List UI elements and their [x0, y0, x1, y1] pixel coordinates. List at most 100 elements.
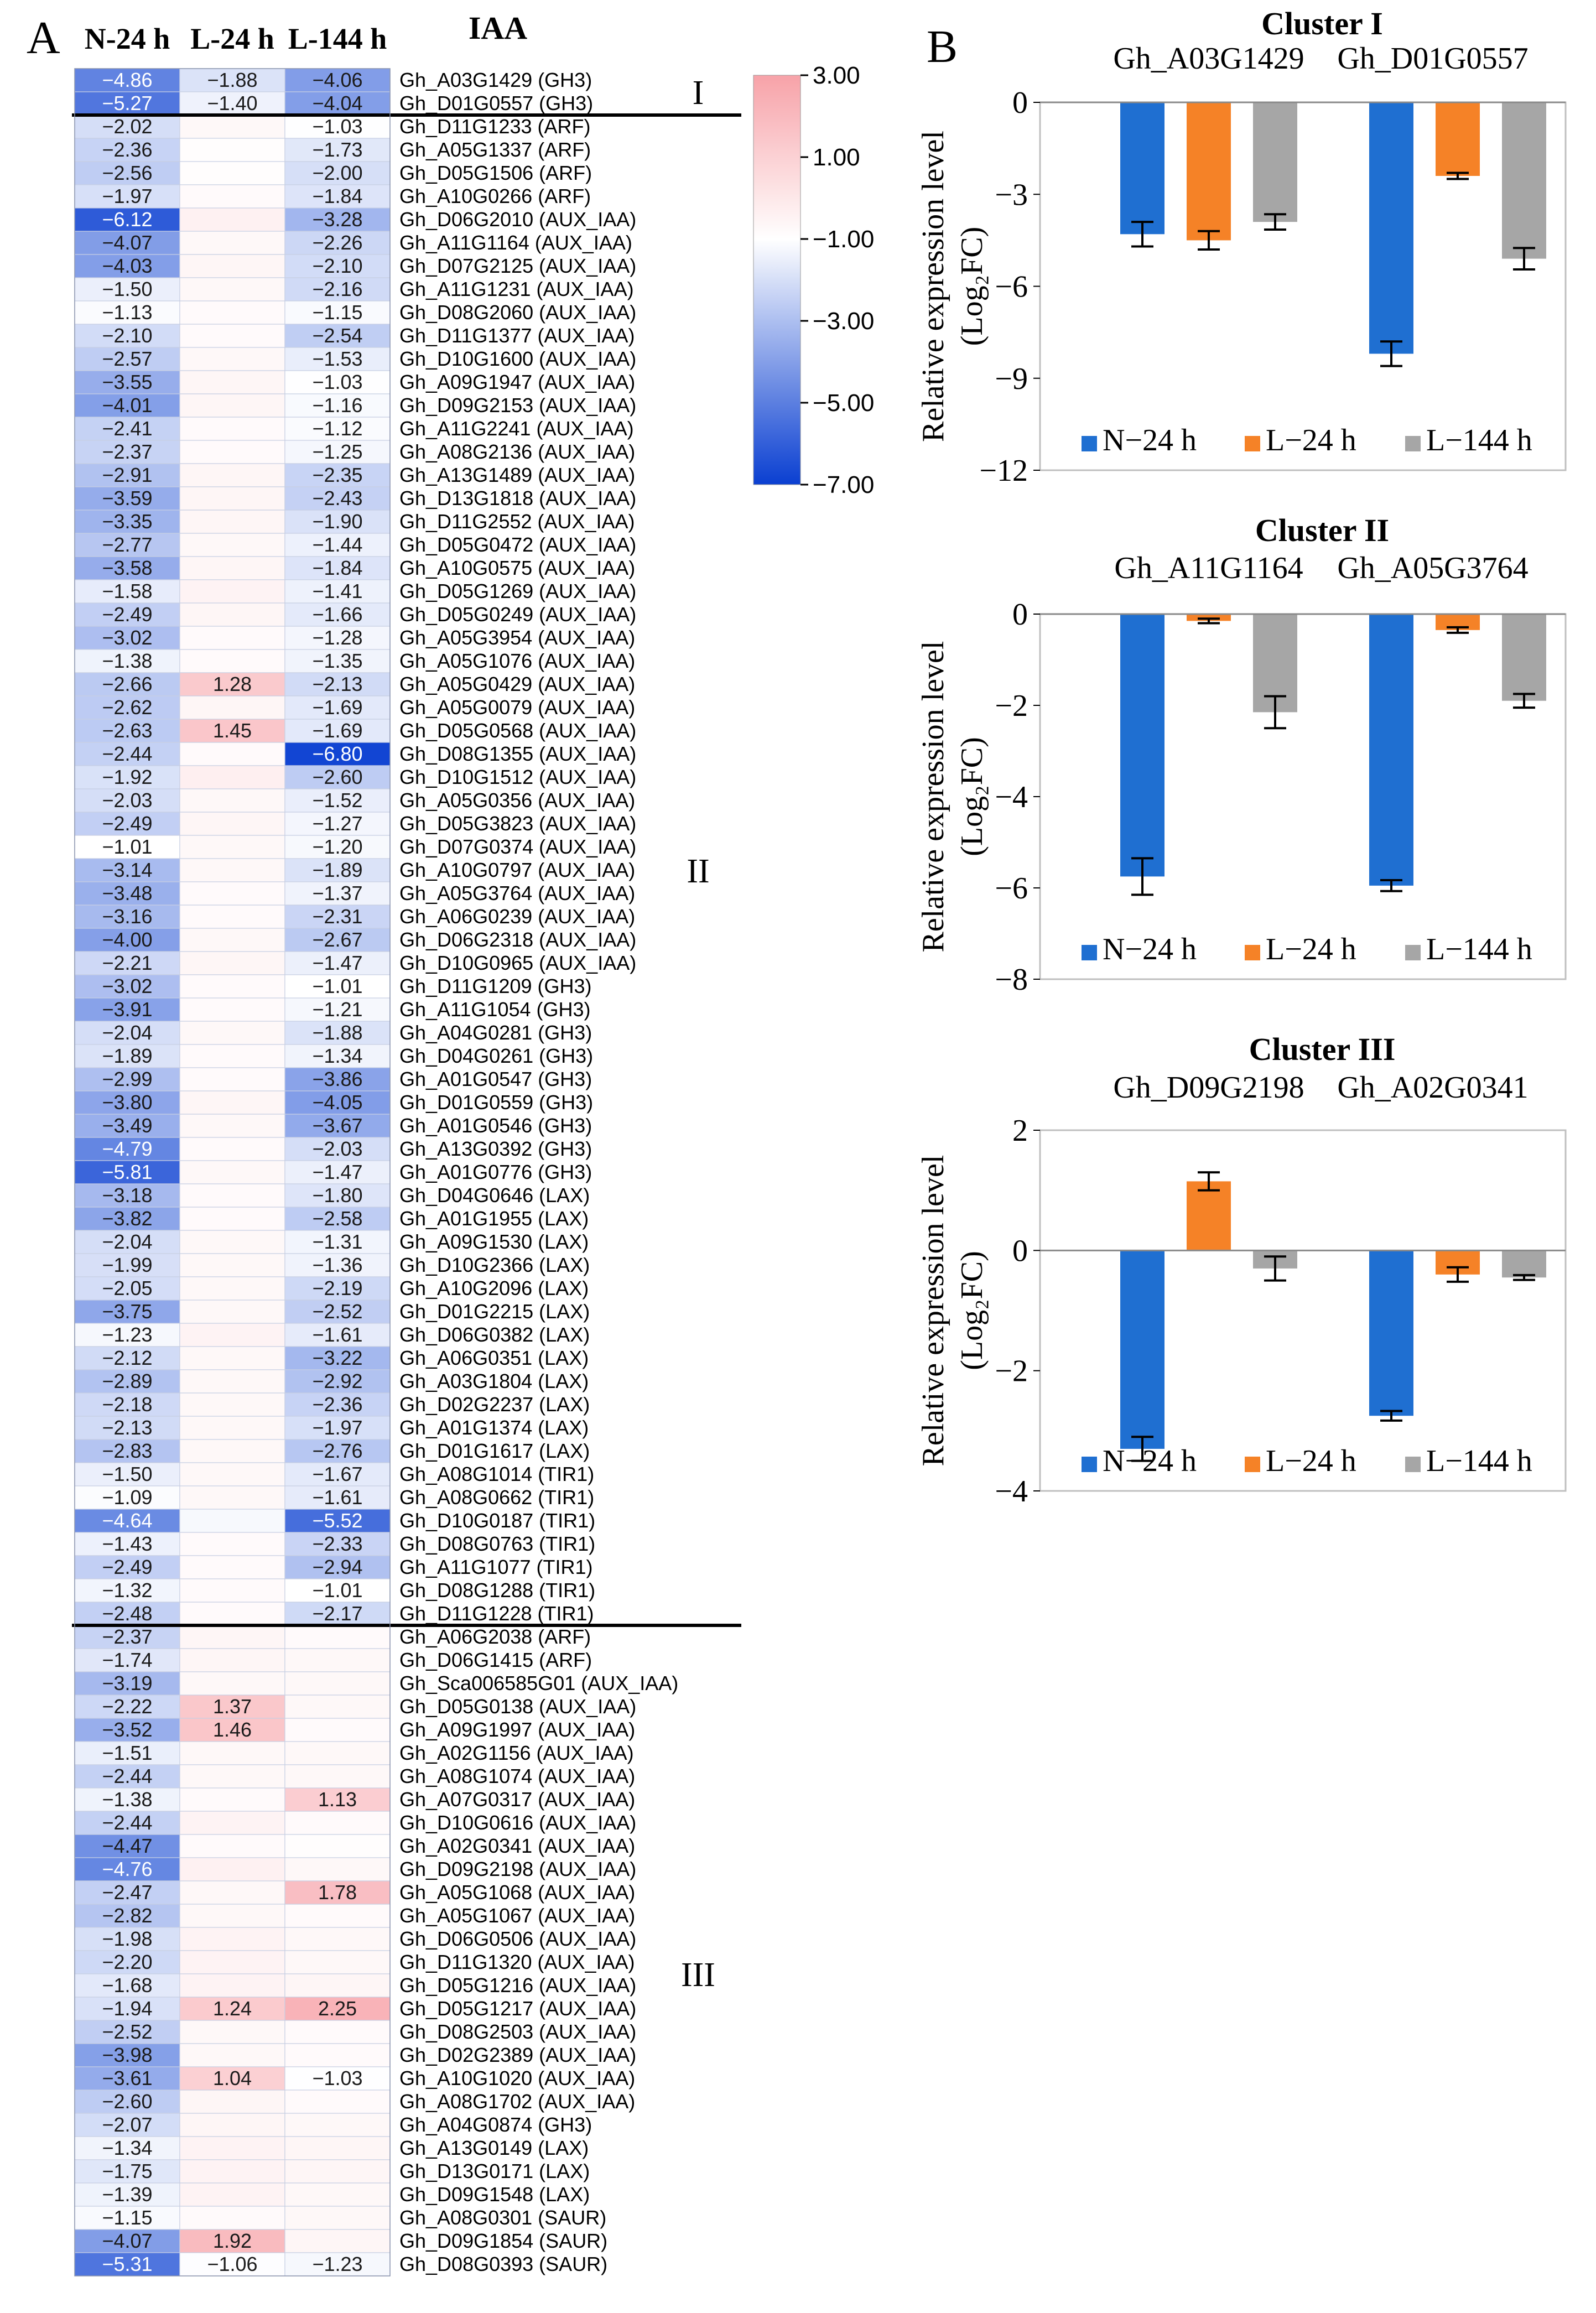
legend-swatch [1245, 436, 1260, 451]
heatmap-cell [179, 951, 285, 975]
heatmap-cell-label: −1.01 [312, 1579, 362, 1602]
heatmap-cell [179, 1997, 285, 2021]
heatmap-cell [74, 1764, 180, 1789]
heatmap-cell [74, 881, 180, 906]
heatmap-cell-label: −2.18 [102, 1393, 152, 1416]
heatmap-row-label: Gh_A09G1530 (LAX) [399, 1230, 589, 1253]
heatmap-cell [284, 2090, 391, 2114]
heatmap-row-label: Gh_A10G0797 (AUX_IAA) [399, 859, 635, 881]
heatmap-cell [284, 1183, 391, 1208]
heatmap-cell [284, 1485, 391, 1510]
heatmap-row-label: Gh_A05G3954 (AUX_IAA) [399, 626, 635, 649]
heatmap-cell [284, 812, 391, 836]
legend-label: L−144 h [1426, 932, 1532, 966]
heatmap-cell-label: −2.13 [102, 1416, 152, 1439]
category-label: Gh_A11G1164 [1114, 551, 1303, 585]
bar [1502, 1250, 1546, 1278]
y-tick-label: 0 [1012, 1234, 1028, 1268]
heatmap-cell [74, 533, 180, 557]
heatmap-row-label: Gh_A05G1068 (AUX_IAA) [399, 1881, 635, 1904]
heatmap-row-label: Gh_D10G1600 (AUX_IAA) [399, 347, 636, 370]
heatmap-cell-label: −2.94 [312, 1556, 362, 1578]
heatmap-cell [284, 440, 391, 464]
heatmap-cell [284, 1253, 391, 1277]
heatmap-column-header: L-144 h [288, 22, 387, 55]
heatmap-row-label: Gh_D08G2060 (AUX_IAA) [399, 301, 636, 324]
heatmap-cell [179, 1509, 285, 1533]
heatmap-cell [179, 1927, 285, 1951]
heatmap-cell [179, 1625, 285, 1649]
heatmap-cell [179, 2159, 285, 2184]
heatmap-cell [74, 1137, 180, 1161]
heatmap-cell-label: −1.89 [312, 859, 362, 881]
bar [1436, 102, 1480, 176]
heatmap-cell [74, 300, 180, 325]
heatmap-panel: IAA N-24 h L-24 h L-144 h −4.86 −1.88 −4.06 Gh_… [72, 10, 874, 2276]
legend-swatch [1405, 436, 1421, 451]
heatmap-cell-label: −2.91 [102, 464, 152, 486]
heatmap-row-label: Gh_D05G1506 (ARF) [399, 162, 592, 184]
heatmap-cell-label: −3.67 [312, 1114, 362, 1137]
heatmap-cell-label: −2.00 [312, 162, 362, 184]
heatmap-cell-label: −2.58 [312, 1207, 362, 1230]
heatmap-row-label: Gh_A03G1429 (GH3) [399, 69, 592, 91]
heatmap-cell [284, 2020, 391, 2044]
colorbar-tick-label: −7.00 [813, 471, 874, 498]
heatmap-row-label: Gh_D02G2389 (AUX_IAA) [399, 2044, 636, 2066]
y-tick-label: −6 [995, 871, 1028, 906]
y-axis-label-unit: (Log₂FC) [955, 227, 989, 346]
heatmap-cell-label: −1.51 [102, 1742, 152, 1764]
heatmap-cell-label: −1.25 [312, 440, 362, 463]
heatmap-cell [284, 1021, 391, 1045]
heatmap-cell-label: −2.44 [102, 1811, 152, 1834]
heatmap-cell [179, 1671, 285, 1696]
heatmap-cell [284, 138, 391, 162]
heatmap-cell [284, 2136, 391, 2160]
heatmap-cell-label: −1.99 [102, 1254, 152, 1276]
legend-label: L−144 h [1426, 423, 1532, 458]
heatmap-row-label: Gh_A01G0776 (GH3) [399, 1161, 592, 1183]
heatmap-column-header: L-24 h [190, 22, 274, 55]
heatmap-cell [284, 695, 391, 720]
heatmap-cell-label: −4.01 [102, 394, 152, 417]
heatmap-cell [284, 742, 391, 766]
heatmap-cell [284, 1346, 391, 1370]
heatmap-cell [179, 277, 285, 302]
heatmap-row-label: Gh_A06G0239 (AUX_IAA) [399, 905, 635, 928]
heatmap-cell [284, 1462, 391, 1486]
heatmap-cell [284, 347, 391, 371]
heatmap-row-label: Gh_D01G1617 (LAX) [399, 1439, 590, 1462]
heatmap-row-label: Gh_D13G1818 (AUX_IAA) [399, 487, 636, 510]
y-axis-label: Relative expression level [916, 641, 950, 953]
plot-frame [1039, 101, 1567, 471]
heatmap-row-label: Gh_D09G1854 (SAUR) [399, 2229, 607, 2252]
heatmap-cell-label: −1.38 [102, 1788, 152, 1811]
heatmap-cell [179, 1253, 285, 1277]
heatmap-cell-label: −1.16 [312, 394, 362, 417]
y-tick-label: 0 [1012, 597, 1028, 632]
heatmap-cell-label: −2.49 [102, 603, 152, 626]
heatmap-cell-label: −3.28 [312, 208, 362, 231]
heatmap-cell [179, 1718, 285, 1742]
heatmap-cell [284, 1834, 391, 1858]
heatmap-cell [74, 277, 180, 302]
heatmap-cell [74, 997, 180, 1022]
category-label: Gh_D09G2198 [1113, 1070, 1304, 1105]
heatmap-cell [179, 1114, 285, 1138]
panel-a-label: A [27, 12, 60, 64]
heatmap-row-label: Gh_D08G0393 (SAUR) [399, 2253, 607, 2275]
heatmap-cell [284, 1741, 391, 1765]
heatmap-row-label: Gh_A06G2038 (ARF) [399, 1625, 591, 1648]
heatmap-cell [74, 2113, 180, 2137]
heatmap-row-label: Gh_D05G0568 (AUX_IAA) [399, 719, 636, 742]
heatmap-cell-label: −1.31 [312, 1230, 362, 1253]
heatmap-cell-label: −1.09 [102, 1486, 152, 1509]
heatmap-cell-label: −1.58 [102, 580, 152, 602]
heatmap-cell [179, 533, 285, 557]
heatmap-cell [284, 510, 391, 534]
heatmap-row-label: Gh_D07G0374 (AUX_IAA) [399, 835, 636, 858]
heatmap-cell-label: −1.84 [312, 185, 362, 207]
heatmap-cell-label: −2.26 [312, 231, 362, 254]
heatmap-cell [284, 1973, 391, 1998]
heatmap-row-label: Gh_D05G3823 (AUX_IAA) [399, 812, 636, 835]
